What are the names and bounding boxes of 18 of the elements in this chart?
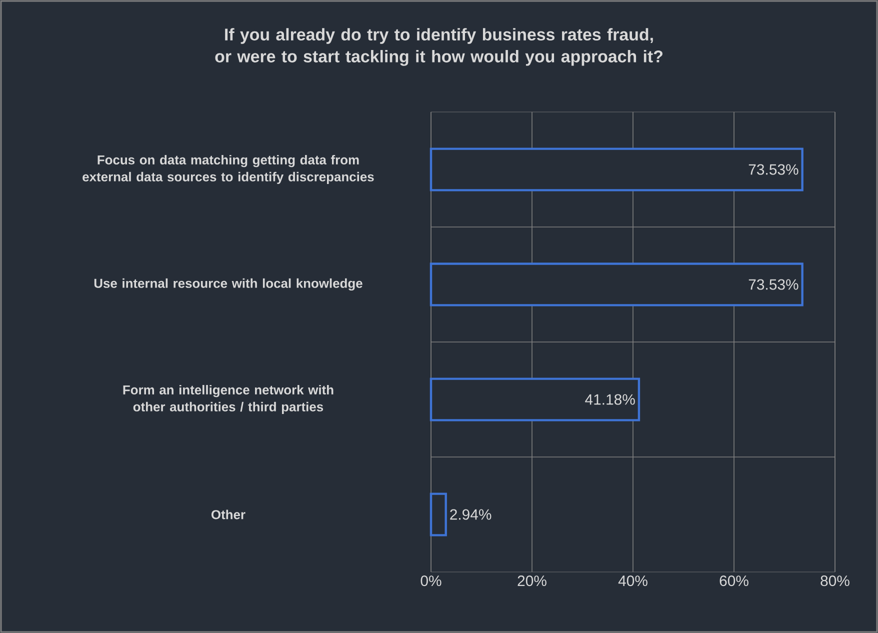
y-tick-label: Use internal resource with local knowledge [94,278,362,291]
bar [430,262,804,306]
x-tick-label: 60% [720,576,748,586]
bar [430,378,640,422]
data-label: 2.94% [450,509,492,520]
y-tick-label: Focus on data matching getting data from external data sources to identify discrepancies [82,154,374,184]
x-tick-label: 80% [820,576,850,586]
data-label: 73.53% [748,279,798,290]
data-label: 41.18% [585,394,635,405]
bar [430,492,447,536]
bar [430,148,804,192]
x-tick-label: 0% [420,576,442,586]
chart-title: If you already do try to identify business rates fraud, or were to start tackling it how would you approach it? [215,28,662,66]
y-tick-label: Other [211,510,246,520]
y-tick-label: Form an intelligence network with other authorities / third parties [123,384,334,414]
x-tick-label: 20% [518,576,546,586]
data-label: 73.53% [748,164,798,175]
x-tick-label: 40% [618,576,648,586]
